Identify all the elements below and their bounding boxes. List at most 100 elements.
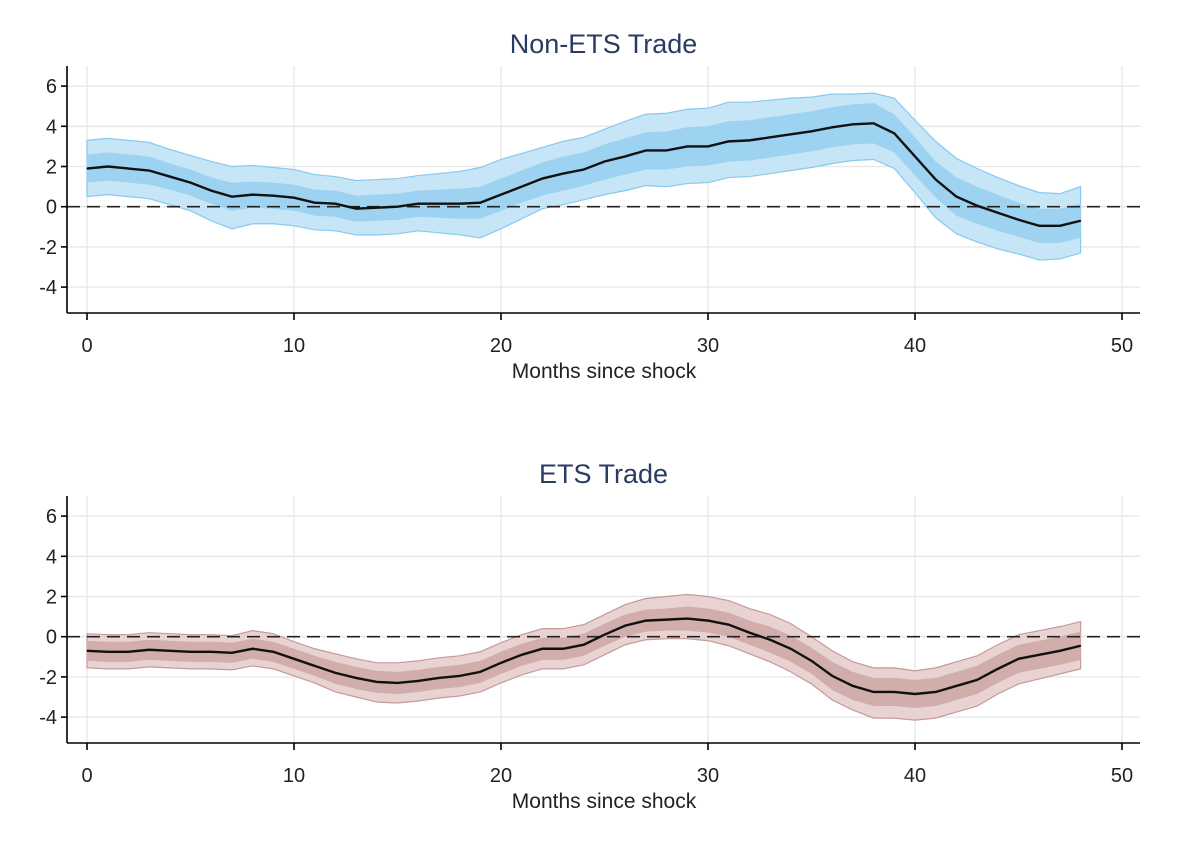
estimate-point (376, 207, 378, 209)
x-tick-label: 0 (81, 335, 92, 357)
confidence-band-inner (87, 103, 1081, 243)
estimate-point (645, 620, 647, 622)
estimate-point (107, 651, 109, 653)
x-axis-label: Months since shock (512, 360, 697, 383)
estimate-point (334, 672, 336, 674)
estimate-point (355, 677, 357, 679)
estimate-point (169, 175, 171, 178)
estimate-point (189, 181, 192, 184)
estimate-point (935, 691, 937, 693)
estimate-point (976, 205, 978, 207)
estimate-point (355, 208, 357, 210)
estimate-point (210, 190, 212, 192)
estimate-point (210, 651, 212, 653)
estimate-point (86, 650, 88, 652)
estimate-point (107, 165, 109, 168)
y-tick-label: 0 (46, 627, 57, 649)
estimate-point (376, 681, 378, 683)
y-tick-label: -4 (39, 277, 57, 299)
estimate-point (169, 650, 171, 652)
estimate-point (459, 203, 461, 205)
estimate-point (790, 133, 792, 135)
estimate-point (686, 618, 688, 620)
x-tick-label: 50 (1111, 765, 1133, 787)
y-tick-label: 6 (46, 76, 57, 98)
estimate-point (831, 675, 833, 677)
estimate-point (127, 651, 129, 653)
estimate-point (272, 651, 274, 653)
estimate-point (624, 625, 626, 627)
y-tick-label: 4 (46, 116, 57, 138)
estimate-point (1059, 650, 1061, 652)
estimate-point (562, 172, 564, 175)
estimate-point (1038, 654, 1040, 656)
panel-title: ETS Trade (539, 459, 668, 489)
estimate-point (127, 167, 129, 170)
x-tick-label: 10 (283, 765, 305, 787)
y-tick-label: -2 (39, 667, 57, 689)
estimate-point (790, 648, 792, 650)
estimate-point (148, 649, 150, 651)
estimate-point (873, 122, 875, 124)
x-axis-label: Months since shock (512, 790, 697, 813)
estimate-point (707, 145, 709, 147)
estimate-point (334, 203, 336, 205)
estimate-point (583, 168, 585, 171)
estimate-point (562, 648, 564, 650)
estimate-point (976, 679, 978, 681)
estimate-point (583, 644, 585, 646)
estimate-point (417, 203, 419, 205)
estimate-point (955, 685, 958, 687)
estimate-point (500, 194, 502, 196)
estimate-point (666, 149, 668, 152)
estimate-point (1059, 225, 1061, 227)
x-tick-label: 50 (1111, 335, 1133, 357)
estimate-point (831, 126, 833, 128)
estimate-point (935, 178, 937, 181)
x-tick-label: 40 (904, 765, 926, 787)
estimate-point (252, 648, 254, 650)
x-tick-label: 30 (697, 765, 719, 787)
estimate-point (728, 624, 730, 626)
estimate-point (148, 169, 150, 172)
estimate-point (438, 203, 440, 205)
estimate-point (189, 651, 192, 653)
x-tick-label: 0 (81, 765, 92, 787)
estimate-point (231, 196, 233, 198)
estimate-point (1038, 225, 1040, 227)
estimate-point (1017, 658, 1020, 660)
estimate-point (686, 145, 688, 147)
estimate-point (810, 660, 813, 662)
y-tick-label: -2 (39, 237, 57, 259)
estimate-point (293, 197, 295, 199)
estimate-point (314, 202, 316, 204)
y-tick-label: 6 (46, 506, 57, 528)
estimate-point (645, 149, 647, 152)
estimate-point (272, 195, 274, 197)
estimate-point (769, 136, 771, 138)
x-tick-label: 10 (283, 335, 305, 357)
estimate-point (603, 634, 606, 636)
estimate-point (624, 155, 626, 158)
estimate-point (1080, 645, 1082, 647)
estimate-point (852, 123, 854, 125)
estimate-point (914, 693, 916, 695)
estimate-point (459, 675, 461, 677)
estimate-point (252, 194, 254, 196)
estimate-point (997, 212, 999, 214)
y-tick-label: 2 (46, 157, 57, 179)
confidence-band-inner (87, 606, 1081, 709)
estimate-point (500, 662, 502, 664)
estimate-point (438, 677, 440, 679)
estimate-point (479, 671, 481, 673)
estimate-point (603, 160, 606, 163)
y-tick-label: 0 (46, 197, 57, 219)
estimate-point (1080, 220, 1082, 222)
estimate-point (810, 130, 813, 132)
estimate-point (521, 186, 523, 188)
estimate-point (873, 691, 875, 693)
estimate-point (893, 691, 895, 693)
estimate-point (893, 132, 895, 134)
